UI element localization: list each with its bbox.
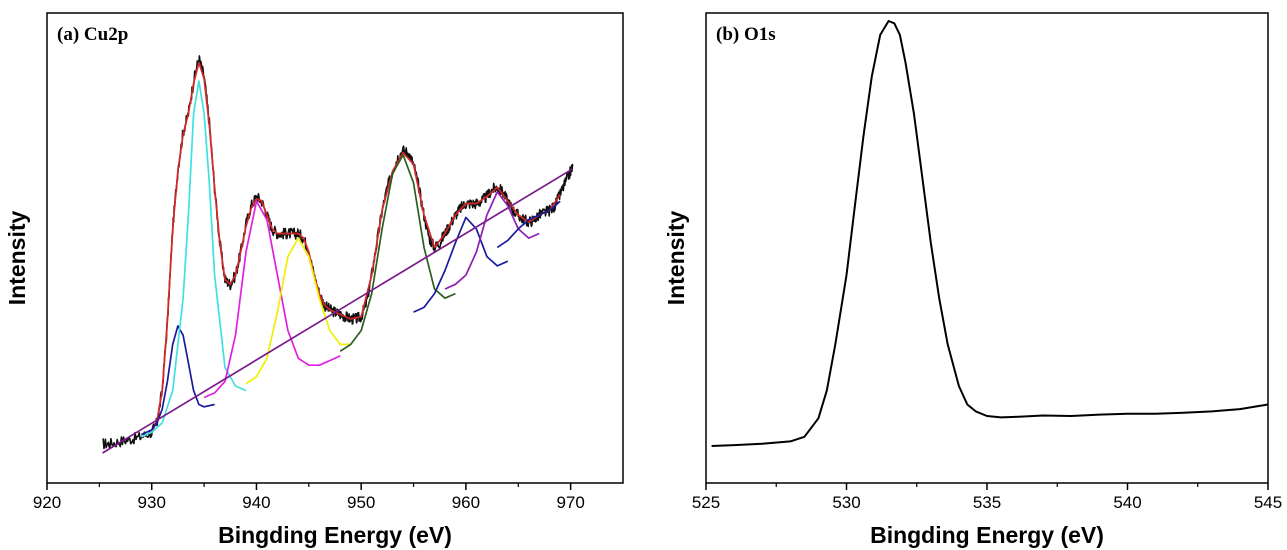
o1s-plot-lines <box>711 20 1269 447</box>
cu2p-series-line-7 <box>413 216 509 313</box>
cu2p-x-tick-label: 930 <box>138 493 166 512</box>
o1s-x-tick-label: 545 <box>1254 493 1282 512</box>
cu2p-x-axis-ticks: 920 930 940 950 960 970 <box>33 483 585 512</box>
cu2p-series-line-8 <box>444 191 540 290</box>
cu2p-series-line-1 <box>140 61 561 438</box>
cu2p-x-tick-label: 960 <box>452 493 480 512</box>
panel-o1s: 525 530 535 540 545 (b) O1s Bingding Energy … <box>663 12 1282 548</box>
o1s-x-axis-title: Bingding Energy (eV) <box>870 522 1104 548</box>
cu2p-plot-frame <box>46 12 624 484</box>
o1s-panel-title: (b) O1s <box>716 24 776 45</box>
cu2p-x-tick-label: 950 <box>347 493 375 512</box>
cu2p-series-line-10 <box>102 168 574 454</box>
o1s-series-line-0 <box>711 20 1269 447</box>
o1s-y-axis-title: Intensity <box>663 211 689 306</box>
panel-cu2p: 920 930 940 950 960 970 (a) Cu2p Bingding Ene… <box>4 12 624 548</box>
cu2p-series-line-2 <box>140 325 215 436</box>
o1s-x-tick-label: 530 <box>832 493 860 512</box>
cu2p-x-tick-label: 920 <box>33 493 61 512</box>
o1s-x-tick-label: 540 <box>1113 493 1141 512</box>
cu2p-y-axis-title: Intensity <box>4 211 30 306</box>
cu2p-plot-lines <box>102 55 574 454</box>
cu2p-x-tick-label: 940 <box>242 493 270 512</box>
cu2p-series-line-4 <box>203 200 341 399</box>
cu2p-panel-title: (a) Cu2p <box>57 24 128 45</box>
cu2p-series-line-5 <box>245 237 351 385</box>
o1s-x-tick-label: 535 <box>973 493 1001 512</box>
cu2p-x-axis-title: Bingding Energy (eV) <box>218 522 452 548</box>
cu2p-series-line-9 <box>496 200 561 249</box>
o1s-x-axis-ticks: 525 530 535 540 545 <box>692 483 1282 512</box>
cu2p-series-line-3 <box>140 80 247 438</box>
o1s-x-tick-label: 525 <box>692 493 720 512</box>
cu2p-x-tick-label: 970 <box>556 493 584 512</box>
